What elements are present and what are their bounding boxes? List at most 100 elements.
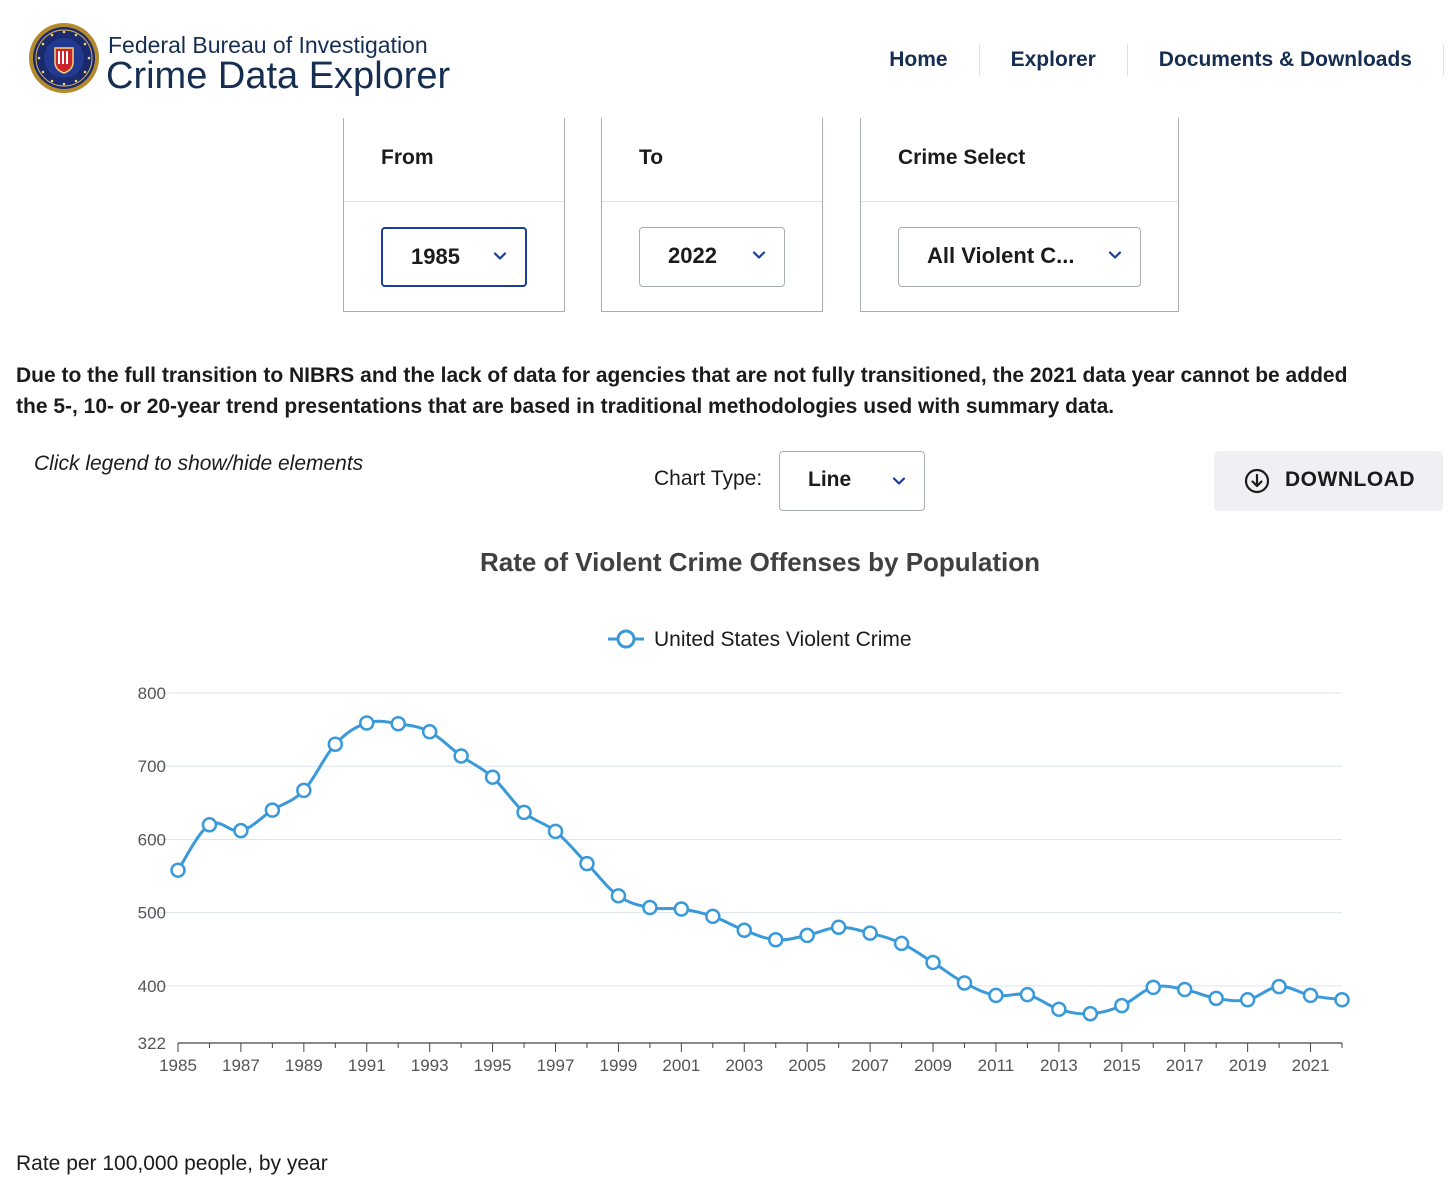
x-tick-label: 1993 <box>411 1056 449 1075</box>
download-button[interactable]: DOWNLOAD <box>1214 451 1443 511</box>
chart-footnote: Rate per 100,000 people, by year <box>16 1152 328 1175</box>
data-point[interactable] <box>642 899 658 916</box>
nav-home-link[interactable]: Home <box>889 48 948 71</box>
download-label: DOWNLOAD <box>1285 468 1415 491</box>
data-point[interactable] <box>862 925 878 941</box>
data-point[interactable] <box>233 822 249 839</box>
y-tick-label: 400 <box>138 977 166 996</box>
crime-type-value: All Violent C... <box>927 243 1075 268</box>
data-point[interactable] <box>1176 981 1193 998</box>
legend-marker <box>616 629 636 649</box>
x-tick-label: 2021 <box>1292 1056 1330 1075</box>
from-filter-panel: From 1985 <box>343 118 565 312</box>
x-tick-label: 2007 <box>851 1056 889 1075</box>
x-tick-label: 1995 <box>474 1056 512 1075</box>
data-point[interactable] <box>579 855 595 872</box>
notice-line-1: Due to the full transition to NIBRS and … <box>16 364 1348 387</box>
nav-documents-downloads-link[interactable]: Documents & Downloads <box>1126 44 1443 76</box>
chart-type-value: Line <box>808 468 852 491</box>
download-icon <box>1244 468 1270 494</box>
data-point[interactable] <box>547 823 564 840</box>
data-point[interactable] <box>170 862 186 878</box>
data-point[interactable] <box>1302 987 1319 1004</box>
main-nav: Home Explorer Documents & Downloads <box>858 44 1456 76</box>
data-point[interactable] <box>736 922 753 938</box>
data-point[interactable] <box>988 987 1004 1004</box>
x-tick-label: 2003 <box>725 1056 763 1075</box>
data-point[interactable] <box>390 716 406 732</box>
data-point[interactable] <box>1334 992 1350 1008</box>
data-point[interactable] <box>1082 1005 1099 1022</box>
data-point[interactable] <box>1239 992 1256 1008</box>
data-point[interactable] <box>421 724 438 740</box>
y-tick-label: 322 <box>138 1034 166 1053</box>
x-tick-label: 1989 <box>285 1056 323 1075</box>
y-tick-label: 600 <box>138 830 166 849</box>
x-tick-label: 1997 <box>537 1056 575 1075</box>
data-point[interactable] <box>830 919 847 936</box>
notice-line-2: the 5-, 10- or 20-year trend presentatio… <box>16 395 1115 418</box>
data-point[interactable] <box>705 908 721 925</box>
series-line <box>176 719 1343 1016</box>
data-point[interactable] <box>327 736 344 753</box>
data-point[interactable] <box>767 932 784 948</box>
x-tick-label: 2017 <box>1166 1056 1204 1075</box>
x-tick-label: 1987 <box>222 1056 260 1075</box>
chart-legend-item[interactable]: United States Violent Crime <box>608 628 912 651</box>
x-tick-label: 1999 <box>600 1056 638 1075</box>
violent-crime-line-chart: Rate of Violent Crime Offenses by Popula… <box>138 547 1350 1075</box>
nav-explorer-link[interactable]: Explorer <box>978 44 1127 76</box>
data-point[interactable] <box>516 804 532 821</box>
data-point[interactable] <box>201 817 218 833</box>
to-year-select[interactable]: 2022 <box>639 227 785 287</box>
data-point[interactable] <box>610 888 627 904</box>
divider <box>344 201 564 202</box>
data-point[interactable] <box>1114 997 1130 1014</box>
fbi-seal-logo[interactable] <box>28 22 100 94</box>
chevron-down-icon <box>1108 251 1122 259</box>
data-point[interactable] <box>359 715 375 731</box>
data-point[interactable] <box>925 954 941 971</box>
data-point[interactable] <box>484 769 501 785</box>
from-year-value: 1985 <box>411 244 460 269</box>
site-title[interactable]: Crime Data Explorer <box>106 55 451 97</box>
chart-type-label: Chart Type: <box>654 467 763 490</box>
legend-label: United States Violent Crime <box>654 628 912 651</box>
data-point[interactable] <box>1271 978 1287 995</box>
to-label: To <box>639 146 664 169</box>
chevron-down-icon <box>892 477 906 485</box>
chevron-down-icon <box>752 251 766 259</box>
x-tick-label: 2009 <box>914 1056 952 1075</box>
chevron-down-icon <box>493 252 507 260</box>
to-year-value: 2022 <box>668 243 717 268</box>
from-label: From <box>381 146 434 169</box>
nav-divider <box>1443 45 1456 75</box>
y-tick-label: 800 <box>138 684 166 703</box>
data-point[interactable] <box>1051 1001 1067 1018</box>
y-tick-label: 700 <box>138 757 166 776</box>
data-point[interactable] <box>956 975 973 991</box>
x-tick-label: 1985 <box>159 1056 197 1075</box>
legend-hint: Click legend to show/hide elements <box>34 452 364 475</box>
data-point[interactable] <box>893 935 910 952</box>
crime-type-select[interactable]: All Violent C... <box>898 227 1141 287</box>
x-tick-label: 1991 <box>348 1056 386 1075</box>
divider <box>861 201 1178 202</box>
data-point[interactable] <box>1019 986 1036 1003</box>
crime-select-label: Crime Select <box>898 146 1026 169</box>
x-tick-label: 2019 <box>1229 1056 1267 1075</box>
agency-name: Federal Bureau of Investigation <box>108 32 428 58</box>
data-point[interactable] <box>453 748 469 764</box>
chart-type-select[interactable]: Line <box>779 451 925 511</box>
crime-filter-panel: Crime Select All Violent C... <box>860 118 1179 312</box>
data-point[interactable] <box>799 927 815 944</box>
data-point[interactable] <box>264 802 281 818</box>
data-point[interactable] <box>673 901 690 917</box>
data-point[interactable] <box>1208 990 1224 1007</box>
from-year-select[interactable]: 1985 <box>381 227 527 287</box>
data-point[interactable] <box>296 782 312 799</box>
x-tick-label: 2001 <box>662 1056 700 1075</box>
y-tick-label: 500 <box>138 904 166 923</box>
data-point[interactable] <box>1145 979 1161 996</box>
x-tick-label: 2013 <box>1040 1056 1078 1075</box>
